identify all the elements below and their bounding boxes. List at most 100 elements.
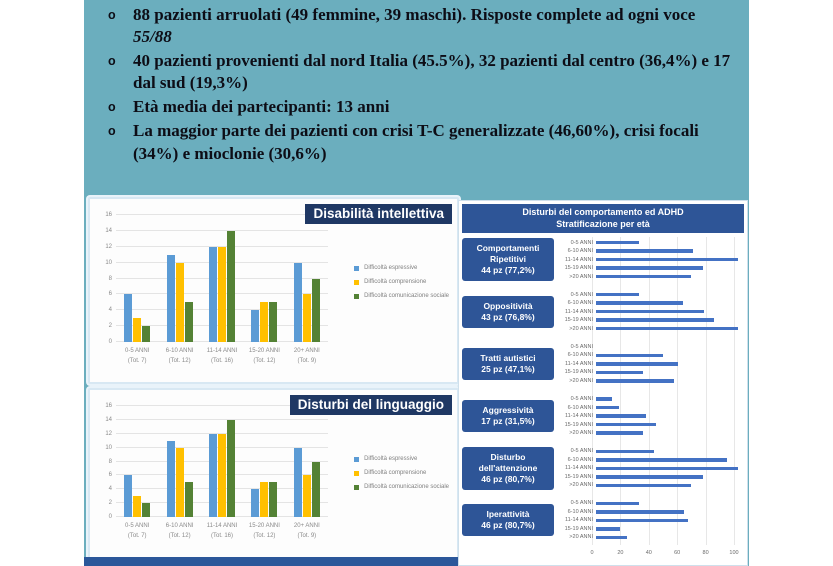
legend-entry: Difficoltà espressive <box>354 456 449 462</box>
bar-cluster <box>293 215 320 342</box>
bar <box>227 230 236 342</box>
bar-track <box>596 483 738 487</box>
bar <box>133 496 142 517</box>
age-row: 6-10 ANNI <box>560 457 744 463</box>
y-tick-label: 10 <box>105 444 112 451</box>
age-label: 0-5 ANNI <box>570 500 593 507</box>
age-row: 6-10 ANNI <box>560 300 744 306</box>
condition-label-box: Oppositività 43 pz (76,8%) <box>462 295 554 328</box>
age-row: 6-10 ANNI <box>560 509 744 515</box>
legend-swatch <box>354 470 360 476</box>
y-tick-label: 12 <box>105 243 112 250</box>
bar-cluster <box>166 406 193 517</box>
age-label: >20 ANNI <box>569 325 593 332</box>
age-label: 11-14 ANNI <box>564 360 593 367</box>
bar-track <box>596 397 738 401</box>
age-label: 6-10 ANNI <box>567 300 593 307</box>
bullet-text: Età media dei partecipanti: 13 anni <box>133 96 736 118</box>
condition-group: Comportamenti Ripetitivi 44 pz (77,2%) 0-5… <box>462 235 744 284</box>
bar-track <box>596 318 738 322</box>
bar <box>251 310 260 342</box>
condition-name: Comportamenti Ripetitivi <box>476 242 540 264</box>
plot-area: 0 2 4 6 8 10 12 14 16 0-5 ANNI (Tot. 7) 6-10 ANNI (T… <box>105 212 328 364</box>
bar <box>175 262 184 342</box>
age-rows: 0-5 ANNI 6-10 ANNI 11-14 ANNI 15-19 ANNI >20… <box>554 500 744 540</box>
chart-groups: Comportamenti Ripetitivi 44 pz (77,2%) 0-5… <box>462 235 744 545</box>
category-name: 0-5 ANNI <box>125 348 150 354</box>
category-label: 15-20 ANNI (Tot. 12) <box>249 347 280 366</box>
bar <box>596 362 679 366</box>
legend-swatch <box>354 456 360 462</box>
legend-swatch <box>354 293 360 299</box>
x-tick-label: 40 <box>645 550 652 556</box>
bar <box>251 489 260 517</box>
bar-cluster <box>124 215 151 342</box>
bar-track <box>596 501 738 506</box>
bar-cluster <box>124 406 151 517</box>
condition-group: Tratti autistici 25 pz (47,1%) 0-5 ANNI 6-1… <box>462 339 744 388</box>
bar-track <box>596 370 738 375</box>
legend-entry: Difficoltà comunicazione sociale <box>354 293 449 299</box>
bar-track <box>596 249 738 253</box>
bar <box>596 466 738 470</box>
bar <box>302 294 311 342</box>
y-tick-label: 4 <box>108 486 112 493</box>
bullet-item: o 40 pazienti provenienti dal nord Itali… <box>108 50 736 94</box>
category-name: 15-20 ANNI <box>248 523 280 529</box>
bar-track <box>596 309 738 314</box>
legend-entry: Difficoltà comprensione <box>354 279 449 285</box>
age-row: >20 ANNI <box>560 378 744 384</box>
condition-stat: 46 pz (80,7%) <box>481 473 535 484</box>
age-row: 0-5 ANNI <box>560 292 744 298</box>
bar-cluster <box>209 215 236 342</box>
bullet-text-main: Età media dei partecipanti: 13 anni <box>133 97 390 117</box>
x-tick-label: 0 <box>590 550 594 556</box>
bar <box>596 292 639 297</box>
y-tick-label: 6 <box>108 291 112 298</box>
bar <box>596 240 639 245</box>
bar-group: 11-14 ANNI (Tot. 16) <box>201 215 243 364</box>
bullet-text: 40 pazienti provenienti dal nord Italia … <box>133 50 736 94</box>
bar-track <box>596 292 738 297</box>
y-tick-label: 10 <box>105 259 112 266</box>
age-row: 15-19 ANNI <box>560 317 744 323</box>
chart-header-subtitle: Stratificazione per età <box>556 218 650 229</box>
bar <box>269 482 278 517</box>
age-label: 15-19 ANNI <box>564 265 593 271</box>
category-total: (Tot. 16) <box>211 532 234 539</box>
bar-groups: 0-5 ANNI (Tot. 7) 6-10 ANNI (Tot. 12) 11-14 … <box>116 406 328 539</box>
bar <box>218 246 227 342</box>
y-tick-label: 8 <box>108 275 112 282</box>
bar <box>209 246 218 342</box>
bar <box>184 302 193 342</box>
age-row: 0-5 ANNI <box>560 500 744 506</box>
category-label: 6-10 ANNI (Tot. 12) <box>166 522 194 541</box>
category-total: (Tot. 12) <box>168 532 191 539</box>
y-tick-label: 6 <box>108 472 112 479</box>
age-label: 6-10 ANNI <box>567 248 593 254</box>
bullet-text: La maggior parte dei pazienti con crisi … <box>133 120 736 164</box>
condition-name: Tratti autistici <box>480 352 536 363</box>
condition-stat: 43 pz (76,8%) <box>481 311 535 322</box>
age-label: 11-14 ANNI <box>564 517 593 524</box>
bar <box>596 518 689 523</box>
condition-name: Iperattività <box>486 509 530 520</box>
category-label: 20+ ANNI (Tot. 9) <box>294 522 320 541</box>
age-rows: 0-5 ANNI 6-10 ANNI 11-14 ANNI 15-19 ANNI >20… <box>554 396 744 436</box>
bar-group: 6-10 ANNI (Tot. 12) <box>158 215 200 364</box>
x-tick-label: 80 <box>702 550 709 556</box>
bullet-text-main: 88 pazienti arruolati (49 femmine, 39 ma… <box>133 5 696 24</box>
age-row: 15-19 ANNI <box>560 265 744 271</box>
age-label: 11-14 ANNI <box>564 308 593 315</box>
bar <box>209 433 218 517</box>
category-total: (Tot. 16) <box>211 357 234 364</box>
age-row: 11-14 ANNI <box>560 413 744 419</box>
bar-track <box>596 266 738 270</box>
y-tick-label: 12 <box>105 430 112 437</box>
legend-entry: Difficoltà comunicazione sociale <box>354 484 449 490</box>
bar-track <box>596 240 738 245</box>
grid-layer <box>592 237 735 545</box>
age-label: 11-14 ANNI <box>564 413 593 420</box>
age-row: >20 ANNI <box>560 430 744 436</box>
bar <box>260 302 269 342</box>
